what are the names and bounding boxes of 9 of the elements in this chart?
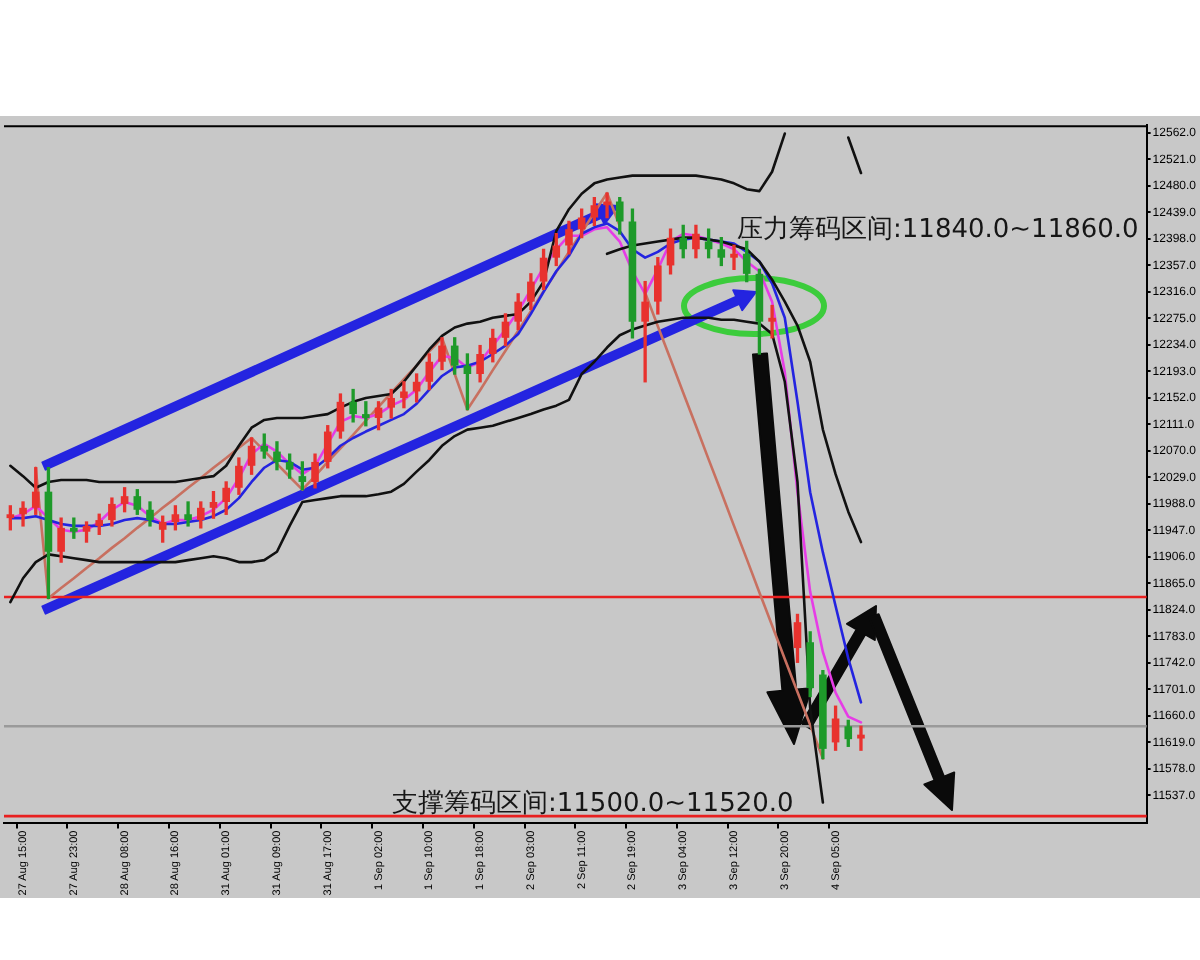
candlestick	[768, 304, 776, 339]
candlestick	[603, 192, 611, 219]
candlestick	[730, 244, 738, 270]
annotation: 压力筹码区间:11840.0~11860.0	[737, 215, 1139, 246]
candlestick	[641, 280, 649, 383]
candlestick	[184, 501, 192, 527]
candlestick	[19, 501, 27, 527]
annotation: 支撑筹码区间:11500.0~11520.0	[392, 788, 794, 819]
candlestick	[857, 725, 865, 751]
